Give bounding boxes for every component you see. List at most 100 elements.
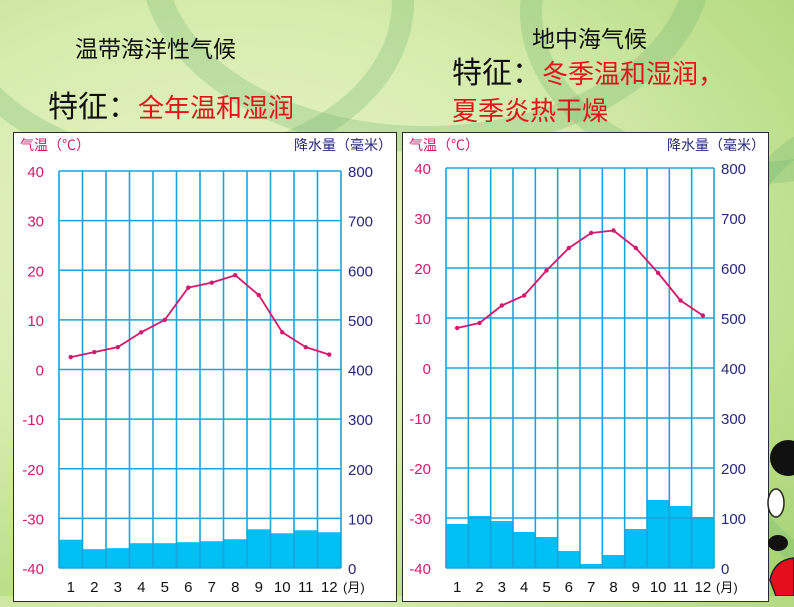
temperature-point — [186, 285, 191, 290]
temperature-point — [115, 344, 120, 350]
temperature-point — [92, 349, 97, 355]
month-unit-label: (月) — [716, 580, 738, 595]
month-label: 4 — [137, 579, 145, 596]
temp-tick-label: 40 — [414, 161, 431, 178]
temperature-point — [499, 303, 505, 308]
precip-bar — [223, 539, 247, 568]
month-label: 10 — [650, 579, 667, 596]
precip-tick-label: 400 — [348, 363, 373, 380]
precip-bar — [270, 533, 294, 568]
precip-bar — [247, 529, 271, 568]
precip-tick-label: 800 — [348, 164, 373, 181]
precip-tick-label: 0 — [348, 561, 356, 578]
month-label: 5 — [161, 579, 169, 596]
month-label: 5 — [542, 579, 550, 596]
month-label: 2 — [90, 579, 98, 596]
temperature-line — [456, 229, 704, 329]
month-label: 7 — [587, 579, 595, 596]
precip-bar — [669, 506, 692, 568]
temp-tick-label: 20 — [414, 261, 431, 278]
temperature-point — [233, 273, 238, 278]
month-label: 8 — [609, 579, 617, 596]
precip-tick-label: 200 — [348, 462, 373, 479]
precip-bar — [602, 555, 625, 568]
temperature-point — [633, 245, 639, 251]
month-label: 11 — [673, 579, 689, 596]
precip-axis-title: 降水量（毫米） — [667, 137, 765, 153]
temperature-point — [327, 352, 332, 357]
precip-tick-label: 500 — [348, 313, 373, 330]
precip-bar — [557, 551, 580, 568]
temperature-point — [655, 270, 661, 276]
precip-bar — [580, 564, 603, 568]
temperature-point — [256, 292, 261, 298]
chart-panel-maritime: 气温（℃） 降水量（毫米） 40 800 30 700 20 600 10 500 0 400 -10 3… — [13, 132, 397, 602]
month-label: 6 — [565, 579, 573, 596]
precip-bar — [153, 543, 177, 568]
temp-tick-label: 20 — [27, 263, 44, 280]
temp-tick-label: 30 — [414, 211, 431, 228]
month-label: 1 — [453, 579, 461, 596]
feature-label: 特征： — [48, 90, 138, 125]
precip-bar — [446, 524, 469, 568]
temperature-line — [70, 274, 330, 358]
temp-tick-label: -10 — [22, 412, 44, 429]
feature-label: 特征： — [452, 56, 542, 91]
temperature-point — [611, 228, 616, 233]
temp-tick-label: 40 — [27, 164, 44, 181]
temperature-point — [700, 313, 706, 318]
month-label: 4 — [520, 579, 528, 596]
precip-axis-title: 降水量（毫米） — [294, 137, 392, 153]
temp-tick-label: 0 — [423, 361, 431, 378]
temperature-point — [68, 354, 73, 360]
precip-bar — [294, 530, 318, 568]
month-label: 9 — [255, 579, 263, 596]
temp-tick-label: -20 — [22, 462, 44, 479]
precip-bar — [624, 529, 647, 568]
month-label: 7 — [208, 579, 216, 596]
month-label: 11 — [298, 579, 314, 596]
temp-tick-label: -30 — [409, 511, 431, 528]
temp-tick-label: -10 — [409, 411, 431, 428]
month-label: 8 — [231, 579, 239, 596]
precip-tick-label: 100 — [348, 511, 373, 528]
feature-text-line2: 夏季炎热干燥 — [452, 97, 609, 127]
right-climate-title: 地中海气候 — [532, 27, 647, 53]
precip-tick-label: 100 — [721, 511, 746, 528]
feature-text-line1: 冬季温和湿润， — [542, 60, 725, 90]
precip-tick-label: 200 — [721, 461, 746, 478]
precip-tick-label: 400 — [721, 361, 746, 378]
month-label: 1 — [67, 579, 75, 596]
precip-bar — [176, 542, 200, 568]
temperature-point — [139, 330, 144, 335]
temp-tick-label: 30 — [27, 214, 44, 231]
precip-tick-label: 700 — [721, 211, 746, 228]
precip-tick-label: 600 — [721, 261, 746, 278]
precip-tick-label: 0 — [721, 561, 729, 578]
temperature-point — [566, 245, 572, 251]
temp-tick-label: 10 — [27, 313, 44, 330]
month-label: 2 — [475, 579, 483, 596]
precip-tick-label: 700 — [348, 214, 373, 231]
precip-bar — [129, 543, 153, 568]
precip-bar — [106, 548, 130, 568]
precip-bar — [647, 500, 670, 568]
left-feature: 特征：全年温和湿润 — [48, 82, 294, 126]
temperature-point — [477, 320, 482, 326]
temp-axis-title: 气温（℃） — [20, 137, 90, 153]
temperature-point — [209, 280, 214, 285]
precip-bar — [490, 521, 513, 568]
precip-tick-label: 800 — [721, 161, 746, 178]
temp-tick-label: 0 — [36, 363, 44, 380]
precip-bar — [513, 532, 536, 568]
feature-text: 全年温和湿润 — [138, 94, 295, 124]
temperature-point — [162, 317, 167, 323]
temp-axis-title: 气温（℃） — [409, 137, 479, 153]
precip-bar — [82, 549, 106, 568]
temperature-point — [280, 330, 285, 335]
right-feature: 特征：冬季温和湿润， 夏季炎热干燥 — [452, 56, 724, 130]
temperature-point — [521, 293, 527, 298]
temperature-point — [454, 325, 460, 331]
temperature-point — [678, 298, 683, 303]
